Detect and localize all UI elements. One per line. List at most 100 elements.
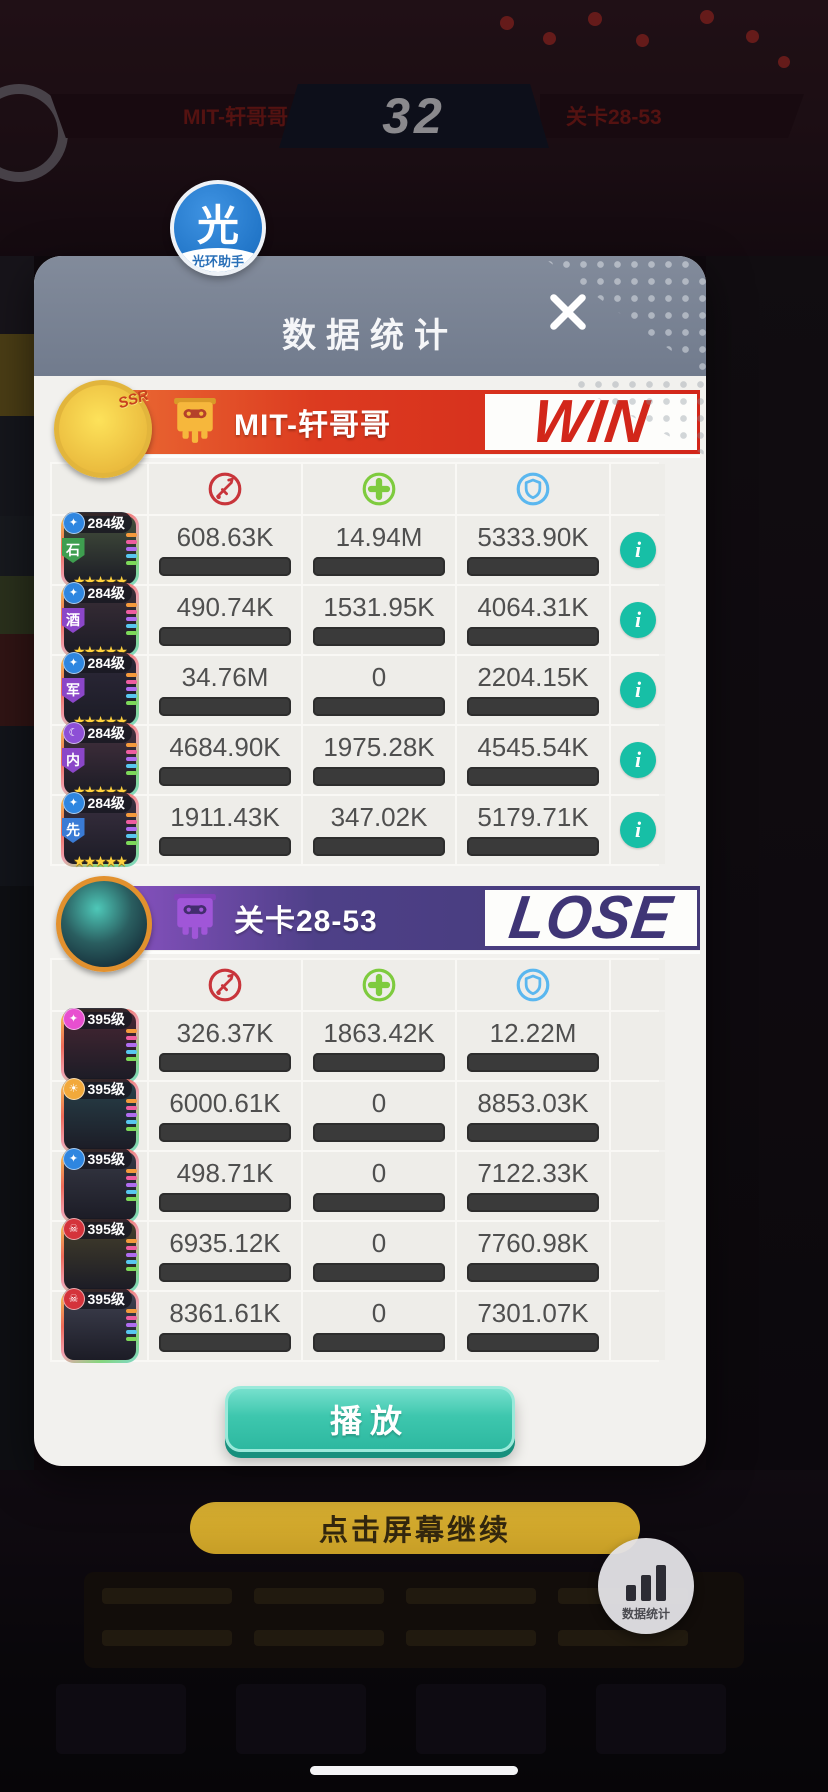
character-level: 284级 <box>87 724 125 741</box>
character-avatar[interactable]: ✦ 284级 石 ★★★★★ <box>60 511 139 589</box>
halo-badge-band: 光环助手 <box>174 248 262 272</box>
stat-bar <box>313 1123 445 1142</box>
stat-value: 8853.03K <box>477 1088 589 1118</box>
stat-value: 1911.43K <box>170 802 280 832</box>
enemy-avatar[interactable] <box>56 876 152 972</box>
stat-bar <box>159 767 291 786</box>
avatar-cell: ☾ 284级 内 ★★★★★ <box>52 721 147 799</box>
table-row: ✦ 284级 石 ★★★★★ 608.63K 14.94M 5333.90K <box>52 511 665 589</box>
avatar-cell: ✦ 395级 <box>52 1147 147 1223</box>
info-cell: i <box>611 586 665 654</box>
player-team-section: SSR MIT-轩哥哥 WIN <box>34 380 706 869</box>
heal-cell: 0 <box>303 1152 455 1220</box>
stats-header-row <box>52 464 665 514</box>
heal-cell: 0 <box>303 1222 455 1290</box>
character-level: 395级 <box>87 1010 125 1027</box>
stat-bar <box>159 697 291 716</box>
player-avatar[interactable]: SSR <box>54 380 152 478</box>
avatar-cell: ✦ 395级 <box>52 1007 147 1083</box>
stat-bar <box>313 1053 445 1072</box>
info-cell <box>611 1292 665 1360</box>
level-badge: ✦ 395级 <box>62 1147 132 1170</box>
close-button[interactable] <box>546 290 590 334</box>
star-rating: ★★★★★ <box>73 853 128 869</box>
character-avatar[interactable]: ✦ 395级 <box>60 1147 139 1223</box>
info-button[interactable]: i <box>620 602 656 638</box>
level-badge: ☾ 284级 <box>62 721 132 744</box>
stat-value: 2204.15K <box>477 662 589 692</box>
heal-cell: 1863.42K <box>303 1012 455 1080</box>
damage-column-header <box>149 464 301 514</box>
damage-cell: 34.76M <box>149 656 301 724</box>
stat-bar <box>159 1123 291 1142</box>
character-avatar[interactable]: ☠ 395级 <box>60 1217 139 1293</box>
table-row: ✦ 284级 军 ★★★★★ 34.76M 0 2204.15K <box>52 651 665 729</box>
info-cell: i <box>611 516 665 584</box>
background-right-strip <box>706 256 828 1470</box>
settings-gear-icon[interactable] <box>0 84 68 182</box>
gear-pips <box>125 673 137 705</box>
home-indicator[interactable] <box>310 1766 518 1775</box>
stat-bar <box>313 837 445 856</box>
player-team-banner: SSR MIT-轩哥哥 WIN <box>54 380 700 478</box>
lantern-dot <box>543 32 556 45</box>
enemy-team-banner: 关卡28-53 LOSE <box>56 876 700 972</box>
rank-emblem-icon: ☠ <box>62 1287 85 1310</box>
info-button[interactable]: i <box>620 812 656 848</box>
position-tag: 石 <box>61 538 85 563</box>
stat-value: 8361.61K <box>169 1298 281 1328</box>
damage-cell: 608.63K <box>149 516 301 584</box>
damage-cell: 1911.43K <box>149 796 301 864</box>
enemy-team-name: 关卡28-53 <box>234 905 378 938</box>
stat-bar <box>159 557 291 576</box>
heal-column-header <box>303 960 455 1010</box>
table-row: ✦ 395级 326.37K 1863.42K 12.22M <box>52 1007 665 1083</box>
character-avatar[interactable]: ✦ 284级 酒 ★★★★★ <box>60 581 139 659</box>
character-avatar[interactable]: ✦ 284级 先 ★★★★★ <box>60 791 139 869</box>
stat-bar <box>159 627 291 646</box>
level-badge: ✦ 284级 <box>62 651 132 674</box>
avatar-cell: ☠ 395级 <box>52 1217 147 1293</box>
stat-value: 12.22M <box>489 1018 577 1048</box>
position-tag: 军 <box>61 678 85 703</box>
lantern-dot <box>700 10 714 24</box>
stat-bar <box>159 1053 291 1072</box>
info-button[interactable]: i <box>620 532 656 568</box>
stat-bar <box>313 627 445 646</box>
gear-pips <box>125 1169 137 1201</box>
shield-cell: 7301.07K <box>457 1292 609 1360</box>
shield-cell: 7122.33K <box>457 1152 609 1220</box>
heal-column-header <box>303 464 455 514</box>
assistant-stats-bubble[interactable]: 数据统计 <box>598 1538 694 1634</box>
character-level: 284级 <box>87 584 125 601</box>
character-avatar[interactable]: ☀ 395级 <box>60 1077 139 1153</box>
stat-value: 326.37K <box>176 1018 274 1048</box>
table-row: ☾ 284级 内 ★★★★★ 4684.90K 1975.28K 4545.54… <box>52 721 665 799</box>
character-avatar[interactable]: ☾ 284级 内 ★★★★★ <box>60 721 139 799</box>
heal-cell: 1975.28K <box>303 726 455 794</box>
score-left-team: MIT-轩哥哥 <box>50 94 314 138</box>
info-button[interactable]: i <box>620 672 656 708</box>
damage-cell: 6935.12K <box>149 1222 301 1290</box>
avatar-cell: ✦ 284级 石 ★★★★★ <box>52 511 147 589</box>
position-tag: 先 <box>61 818 85 843</box>
stat-value: 0 <box>371 1228 387 1258</box>
win-result-box: WIN <box>485 394 697 450</box>
level-badge: ✦ 284级 <box>62 511 132 534</box>
stat-value: 34.76M <box>181 662 269 692</box>
shield-cell: 2204.15K <box>457 656 609 724</box>
level-badge: ✦ 284级 <box>62 581 132 604</box>
info-button[interactable]: i <box>620 742 656 778</box>
stat-value: 498.71K <box>176 1158 274 1188</box>
stat-bar <box>467 557 599 576</box>
character-avatar[interactable]: ✦ 395级 <box>60 1007 139 1083</box>
character-avatar[interactable]: ☠ 395级 <box>60 1287 139 1363</box>
halo-badge-glyph: 光 <box>196 202 239 249</box>
character-avatar[interactable]: ✦ 284级 军 ★★★★★ <box>60 651 139 729</box>
gear-pips <box>125 1309 137 1341</box>
lantern-dot <box>500 16 514 30</box>
stat-bar <box>467 697 599 716</box>
stat-value: 4684.90K <box>169 732 281 762</box>
tap-to-continue-button[interactable]: 点击屏幕继续 <box>190 1502 640 1554</box>
play-button[interactable]: 播放 <box>225 1386 515 1452</box>
